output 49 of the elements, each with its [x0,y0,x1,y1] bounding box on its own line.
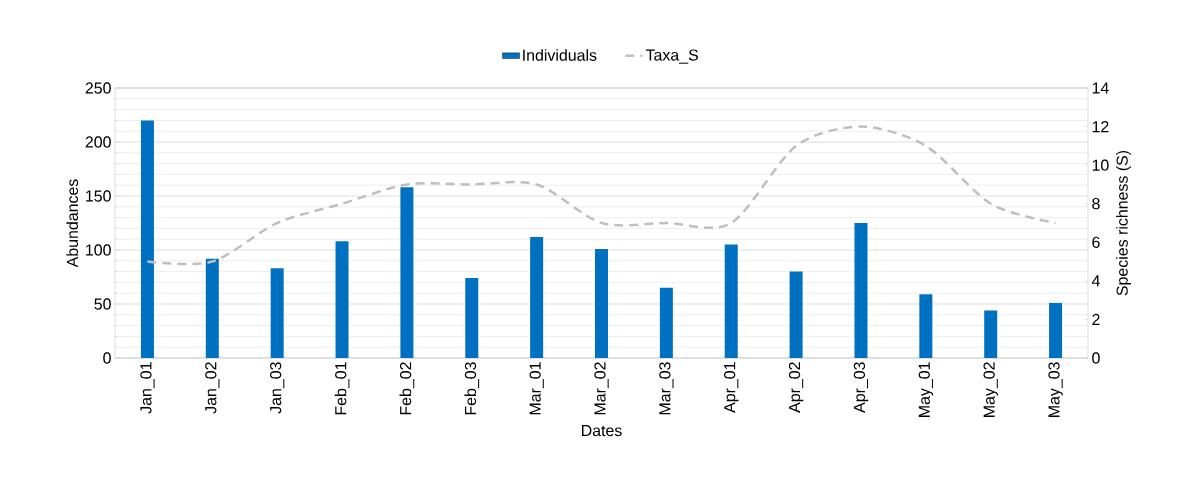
bar [724,244,738,358]
x-tick-label: Jan_03 [270,362,285,414]
legend-label: Taxa_S [645,49,698,64]
bar [400,187,414,358]
legend-label: Individuals [523,49,597,61]
x-tick-label: Apr_01 [724,362,739,413]
y2-tick-label: 8 [1092,198,1100,210]
y2-tick-label: 6 [1092,236,1100,248]
y2-tick-label: 4 [1091,275,1100,287]
x-tick-label: Mar_03 [659,362,674,415]
bar [140,120,154,358]
y-tick-label: 250 [85,82,111,94]
x-tick-label: Feb_01 [334,362,350,415]
y-axis-title: Abundances [66,179,79,268]
bar [465,278,479,358]
y2-axis-title: Species richness (S) [1116,150,1131,296]
y-tick-label: 200 [85,136,111,148]
bar [270,268,284,358]
bar [854,223,868,358]
y-tick-label: 100 [86,244,111,256]
y-tick-label: 0 [103,352,111,364]
bar [1049,302,1063,358]
x-tick-label: May_01 [918,362,934,417]
y-tick-label: 150 [86,190,111,202]
bar [789,271,803,358]
y-tick-label: 50 [94,298,111,310]
x-tick-label: Mar_01 [529,362,544,415]
bar [919,294,933,358]
bar [659,287,673,358]
x-tick-label: May_02 [983,362,998,417]
bar [530,237,544,358]
x-tick-label: Feb_03 [464,362,480,415]
bar [205,258,219,358]
x-tick-label: Mar_02 [594,362,609,415]
y2-tick-label: 14 [1092,82,1109,94]
x-tick-label: Jan_01 [140,362,155,414]
bar [984,310,998,358]
y2-tick-label: 12 [1092,121,1109,133]
bar [335,241,349,358]
x-axis-title: Dates [582,425,622,437]
y2-tick-label: 0 [1092,352,1100,364]
y2-tick-label: 2 [1092,313,1100,325]
x-tick-label: Jan_02 [205,362,220,414]
x-tick-label: May_03 [1048,362,1063,417]
bar [595,248,608,358]
x-tick-label: Feb_02 [399,362,415,415]
y2-tick-label: 10 [1092,159,1109,171]
x-tick-label: Apr_02 [788,362,804,413]
x-tick-label: Apr_03 [853,362,869,413]
